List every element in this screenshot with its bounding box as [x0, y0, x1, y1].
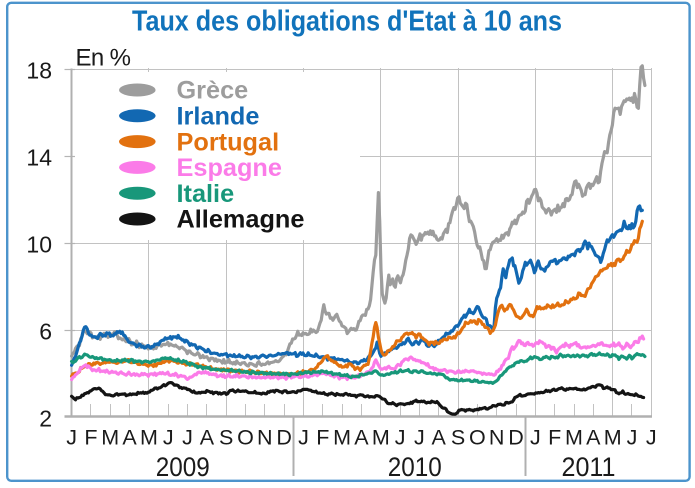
svg-text:A: A	[586, 426, 601, 450]
svg-text:6: 6	[39, 319, 52, 345]
svg-text:2: 2	[39, 406, 52, 432]
svg-text:10: 10	[26, 232, 52, 258]
svg-text:F: F	[548, 426, 561, 450]
svg-text:J: J	[414, 426, 425, 450]
svg-text:M: M	[101, 426, 119, 450]
svg-text:F: F	[316, 426, 329, 450]
svg-text:Portugal: Portugal	[177, 128, 280, 156]
svg-text:En %: En %	[76, 45, 132, 72]
svg-text:14: 14	[26, 145, 52, 171]
svg-text:O: O	[469, 426, 486, 450]
svg-text:D: D	[508, 426, 524, 450]
svg-text:2010: 2010	[388, 452, 442, 482]
svg-text:J: J	[66, 426, 77, 450]
svg-text:A: A	[122, 426, 137, 450]
svg-text:J: J	[395, 426, 406, 450]
svg-text:M: M	[333, 426, 351, 450]
svg-text:A: A	[432, 426, 447, 450]
svg-text:J: J	[627, 426, 638, 450]
svg-text:N: N	[257, 426, 273, 450]
svg-text:O: O	[237, 426, 254, 450]
svg-text:18: 18	[26, 58, 52, 84]
svg-text:M: M	[372, 426, 390, 450]
svg-text:S: S	[219, 426, 233, 450]
svg-text:M: M	[565, 426, 583, 450]
svg-text:M: M	[140, 426, 158, 450]
svg-text:A: A	[354, 426, 369, 450]
svg-text:D: D	[276, 426, 292, 450]
svg-text:Taux des obligations d'Etat à: Taux des obligations d'Etat à 10 ans	[132, 6, 562, 38]
svg-text:J: J	[646, 426, 657, 450]
svg-text:J: J	[530, 426, 541, 450]
svg-text:S: S	[451, 426, 465, 450]
svg-text:J: J	[163, 426, 174, 450]
svg-text:J: J	[298, 426, 309, 450]
svg-text:J: J	[182, 426, 193, 450]
svg-text:F: F	[84, 426, 97, 450]
svg-text:A: A	[200, 426, 215, 450]
svg-text:Irlande: Irlande	[177, 103, 260, 131]
svg-text:2011: 2011	[562, 452, 616, 482]
svg-text:Italie: Italie	[177, 180, 235, 208]
svg-text:Grèce: Grèce	[177, 77, 249, 105]
svg-text:Espagne: Espagne	[177, 154, 282, 182]
svg-text:2009: 2009	[156, 452, 210, 482]
svg-text:N: N	[489, 426, 505, 450]
svg-text:M: M	[604, 426, 622, 450]
svg-text:Allemagne: Allemagne	[177, 206, 305, 234]
